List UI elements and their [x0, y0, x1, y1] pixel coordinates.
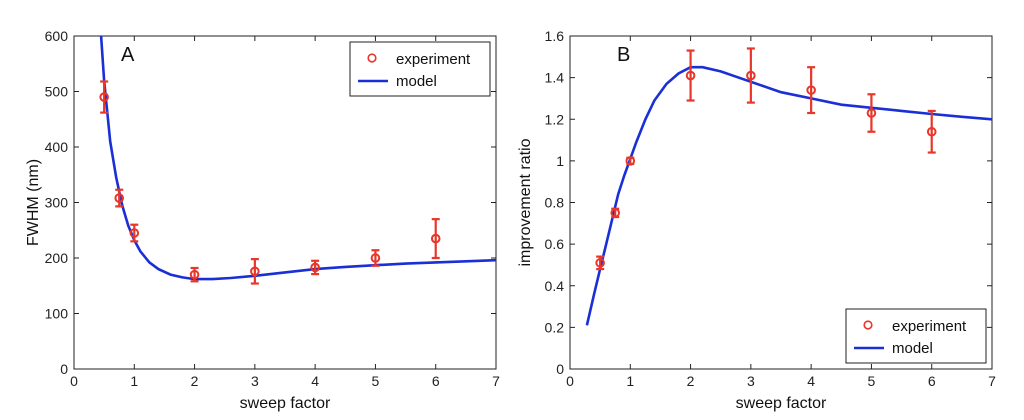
data-point: [685, 70, 696, 81]
data-point: [129, 228, 140, 238]
data-point: [595, 258, 605, 268]
panel-label: A: [121, 44, 135, 66]
y-tick-label: 100: [45, 306, 69, 322]
data-point: [430, 233, 441, 244]
y-tick-label: 600: [45, 28, 69, 44]
data-point: [610, 208, 621, 218]
y-tick-label: 0.2: [545, 319, 565, 335]
x-tick-label: 5: [868, 373, 876, 389]
y-tick-label: 1.6: [545, 28, 565, 44]
legend: experiment model: [349, 41, 491, 97]
x-tick-label: 4: [311, 373, 319, 389]
x-tick-label: 7: [988, 373, 996, 389]
data-point: [99, 92, 109, 102]
data-point: [250, 266, 260, 277]
model-curve: [585, 65, 992, 326]
legend-label: experiment: [396, 51, 471, 68]
data-point: [625, 156, 636, 166]
y-tick-label: 0.4: [545, 278, 565, 294]
x-tick-label: 5: [372, 373, 380, 389]
x-tick-label: 1: [626, 373, 634, 389]
y-tick-label: 400: [45, 139, 69, 155]
y-tick-label: 0: [60, 361, 68, 377]
data-point: [370, 253, 381, 263]
x-tick-label: 6: [432, 373, 440, 389]
y-tick-label: 300: [45, 195, 69, 211]
y-tick-label: 500: [45, 84, 69, 100]
y-tick-label: 1.2: [545, 111, 565, 127]
chart-panel-b: 0 1 2 3 4 5 6 7 0 0.2 0.4 0.6 0.8 1 1.2 1.4 1.6 sweep fac…: [517, 28, 996, 412]
x-tick-label: 0: [566, 373, 574, 389]
x-tick-label: 7: [492, 373, 500, 389]
x-tick-label: 4: [807, 373, 815, 389]
y-tick-label: 0.6: [545, 236, 565, 252]
x-tick-label: 2: [687, 373, 695, 389]
data-point: [310, 262, 320, 273]
y-tick-label: 0.8: [545, 195, 565, 211]
x-tick-label: 3: [747, 373, 755, 389]
legend-marker-experiment: [863, 320, 873, 330]
y-tick-label: 0: [556, 361, 564, 377]
y-axis-label: FWHM (nm): [25, 159, 42, 246]
legend-label: model: [892, 340, 933, 357]
x-tick-label: 2: [191, 373, 199, 389]
legend-box: [845, 308, 987, 364]
x-tick-label: 3: [251, 373, 259, 389]
x-tick-label: 0: [70, 373, 78, 389]
y-tick-label: 200: [45, 250, 69, 266]
y-tick-label: 1.4: [545, 70, 565, 86]
data-point: [746, 70, 756, 81]
legend-label: experiment: [892, 318, 967, 335]
data-point: [114, 193, 125, 203]
data-point: [866, 108, 877, 118]
legend-marker-experiment: [367, 53, 377, 63]
x-tick-label: 1: [130, 373, 138, 389]
legend: experiment model: [845, 308, 987, 364]
y-axis-label: improvement ratio: [517, 138, 534, 266]
x-axis-label: sweep factor: [736, 395, 827, 412]
y-tick-label: 1: [556, 153, 564, 169]
x-tick-label: 6: [928, 373, 936, 389]
data-point: [189, 269, 200, 280]
x-axis-label: sweep factor: [240, 395, 331, 412]
data-point: [926, 126, 937, 137]
legend-label: model: [396, 73, 437, 90]
data-point: [806, 85, 816, 95]
chart-panel-a: 0 1 2 3 4 5 6 7 0 100 200 300 400 500 600 sweep factor F…: [25, 28, 500, 412]
panel-label: B: [617, 44, 630, 66]
legend-box: [349, 41, 491, 97]
